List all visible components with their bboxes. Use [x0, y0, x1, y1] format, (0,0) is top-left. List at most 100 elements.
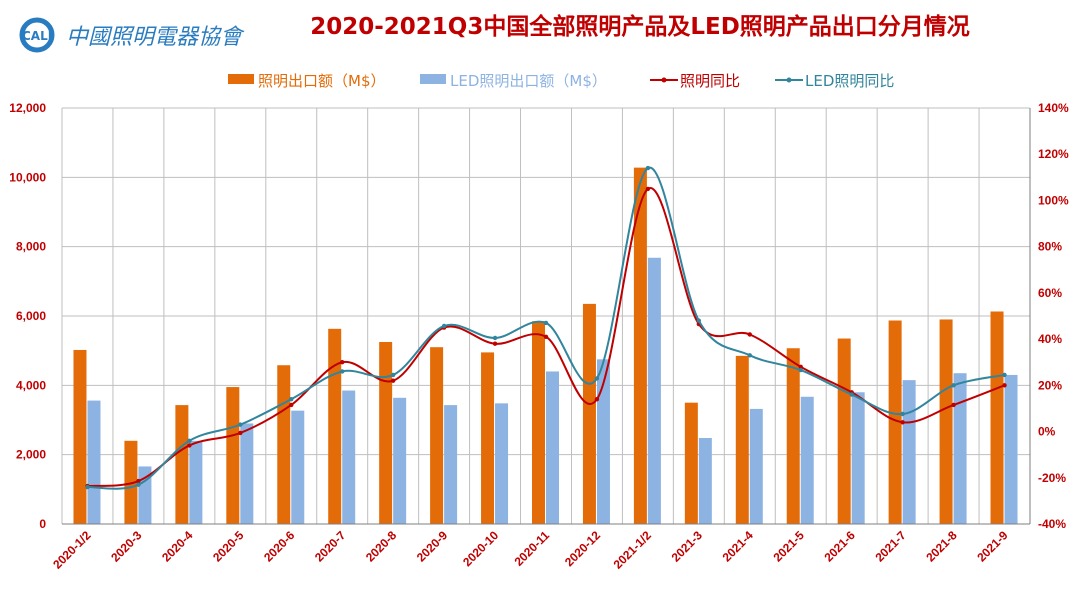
led-yoy-point — [747, 353, 752, 358]
led-yoy-line — [87, 167, 1005, 490]
lighting-yoy-point — [951, 402, 956, 408]
lighting-yoy-point — [543, 334, 549, 339]
legend-label: LED照明同比 — [805, 72, 894, 90]
bar-lighting-export — [786, 348, 800, 524]
bar-lighting-export — [633, 167, 647, 525]
led-yoy-point — [645, 165, 651, 171]
logo-text: 中國照明電器協會 — [66, 25, 245, 50]
y2-tick-label: -20% — [1038, 471, 1066, 485]
y2-tick-label: 80% — [1038, 240, 1062, 254]
logo-mark — [19, 17, 55, 53]
logo-abbr: CALI — [22, 29, 52, 43]
bar-led-export — [1004, 374, 1018, 524]
bar-led-export — [87, 400, 101, 524]
bar-led-export — [342, 390, 356, 524]
led-yoy-point — [289, 397, 294, 402]
lighting-yoy-point — [747, 332, 752, 337]
bar-led-export — [953, 373, 967, 524]
bar-lighting-export — [175, 405, 189, 524]
led-yoy-point — [849, 392, 854, 397]
chart-title: 2020-2021Q3中国全部照明产品及LED照明产品出口分月情况 — [310, 13, 970, 40]
bar-led-export — [749, 408, 763, 524]
bar-led-export — [291, 410, 305, 524]
x-tick-label: 2021-9 — [974, 528, 1011, 565]
led-yoy-point — [85, 484, 90, 490]
legend-label: LED照明出口额（M$） — [450, 72, 607, 90]
bar-led-export — [546, 371, 559, 524]
lighting-yoy-point — [492, 341, 498, 346]
bar-led-export — [698, 438, 712, 524]
y-tick-label: 12,000 — [9, 101, 46, 115]
bar-lighting-export — [990, 311, 1004, 524]
x-tick-label: 2020-10 — [460, 528, 501, 569]
bar-led-export — [138, 466, 152, 524]
x-tick-label: 2020-3 — [108, 528, 145, 565]
led-yoy-point — [136, 482, 141, 487]
led-yoy-point — [594, 376, 600, 381]
bar-led-export — [596, 359, 610, 524]
led-yoy-point — [543, 320, 549, 326]
y-tick-label: 2,000 — [16, 448, 46, 462]
lighting-yoy-point — [340, 360, 345, 365]
logo: CALI 中國照明電器協會 — [19, 17, 245, 53]
x-tick-label: 2020-11 — [512, 528, 553, 569]
bar-lighting-export — [277, 365, 291, 524]
led-yoy-point — [798, 367, 803, 373]
x-tick-label: 2020-8 — [363, 528, 400, 565]
bar-lighting-export — [328, 328, 342, 524]
led-yoy-point — [492, 335, 498, 341]
x-tick-label: 2021-8 — [923, 528, 960, 565]
led-yoy-point — [1002, 372, 1007, 378]
lighting-yoy-point — [900, 420, 905, 425]
y-tick-label: 4,000 — [16, 378, 46, 392]
x-tick-label: 2020-9 — [414, 528, 451, 565]
y2-tick-label: 120% — [1038, 147, 1069, 161]
x-tick-label: 2021-1/2 — [611, 528, 655, 572]
legend-swatch — [228, 74, 254, 84]
bar-lighting-export — [888, 320, 902, 524]
bar-led-export — [495, 403, 509, 524]
x-tick-label: 2020-4 — [159, 528, 196, 565]
legend-label: 照明出口额（M$） — [258, 72, 386, 90]
bar-led-export — [240, 423, 254, 524]
lighting-yoy-point — [238, 430, 243, 436]
y-tick-label: 8,000 — [16, 240, 46, 254]
bar-lighting-export — [532, 321, 545, 524]
x-tick-label: 2020-7 — [312, 528, 349, 565]
bar-lighting-export — [226, 387, 240, 524]
legend-swatch — [420, 74, 446, 84]
y-tick-label: 6,000 — [16, 309, 46, 323]
x-tick-label: 2021-3 — [669, 528, 706, 565]
bar-led-export — [800, 396, 814, 524]
y2-tick-label: 60% — [1038, 286, 1062, 300]
lighting-yoy-point — [645, 186, 651, 192]
bar-led-export — [189, 440, 203, 524]
y2-tick-label: -40% — [1038, 517, 1066, 531]
led-yoy-point — [441, 323, 447, 329]
bar-lighting-export — [73, 349, 87, 524]
bar-lighting-export — [684, 402, 698, 524]
lighting-yoy-point — [1002, 383, 1007, 388]
legend: 照明出口额（M$） LED照明出口额（M$） 照明同比 LED照明同比 — [228, 72, 894, 90]
y-tick-label: 10,000 — [9, 170, 46, 184]
lighting-yoy-point — [594, 397, 600, 402]
x-tick-label: 2021-7 — [872, 528, 909, 565]
lighting-yoy-point — [390, 378, 396, 383]
bar-lighting-export — [939, 319, 953, 524]
led-yoy-point — [238, 422, 243, 427]
lighting-yoy-point — [187, 443, 192, 448]
y2-tick-label: 100% — [1038, 193, 1069, 207]
bar-lighting-export — [379, 342, 393, 524]
y2-tick-label: 0% — [1038, 425, 1056, 439]
bar-led-export — [444, 405, 458, 524]
led-yoy-point — [187, 438, 192, 443]
y2-tick-label: 140% — [1038, 101, 1069, 115]
x-tick-label: 2020-5 — [210, 528, 247, 565]
led-yoy-point — [951, 383, 956, 388]
lighting-yoy-point — [798, 364, 803, 370]
led-yoy-point — [900, 411, 905, 417]
x-tick-label: 2020-12 — [562, 528, 603, 569]
bar-lighting-export — [582, 303, 596, 524]
